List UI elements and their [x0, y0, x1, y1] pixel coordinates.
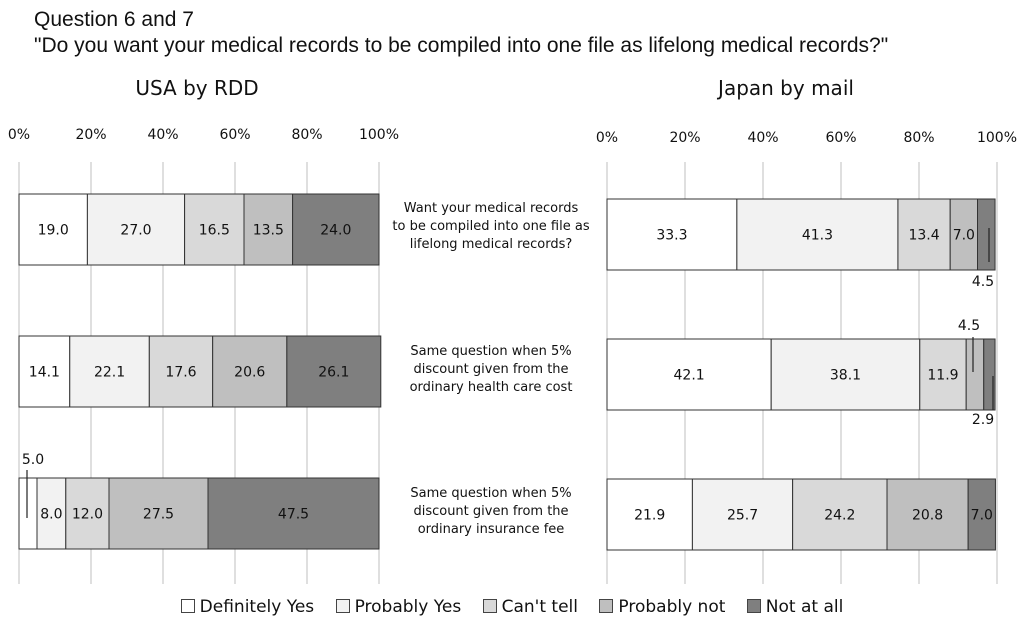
bar-segment	[243, 193, 294, 266]
data-label: 41.3	[802, 228, 833, 244]
bar-segment	[286, 335, 382, 408]
panel-title: USA by RDD	[135, 76, 258, 100]
bar-segment	[977, 198, 996, 271]
legend-label: Definitely Yes	[199, 597, 315, 617]
bar-segment	[983, 338, 996, 411]
bar-segment	[36, 477, 67, 550]
data-label: 24.2	[824, 508, 855, 524]
data-label: 47.5	[278, 507, 309, 523]
data-label: 21.9	[634, 508, 665, 524]
data-label: 16.5	[199, 223, 230, 239]
bar-segment	[212, 335, 288, 408]
legend-label: Not at all	[765, 597, 844, 617]
data-label: 12.0	[72, 507, 103, 523]
bar-segment	[606, 338, 772, 411]
data-label: 27.5	[143, 507, 174, 523]
category-label: Same question when 5%	[410, 486, 571, 501]
bar-segment	[606, 198, 738, 271]
bar-segment	[897, 198, 951, 271]
chart-title-line1: Question 6 and 7	[34, 8, 194, 31]
bar-segment	[967, 478, 996, 551]
data-label: 4.5	[958, 318, 980, 334]
tick-label: 80%	[291, 127, 322, 143]
data-label: 7.0	[953, 228, 975, 244]
data-label: 14.1	[29, 365, 60, 381]
data-label: 33.3	[656, 228, 687, 244]
category-label: lifelong medical records?	[410, 237, 573, 252]
bar-segment	[18, 335, 71, 408]
category-label: to be compiled into one file as	[392, 219, 589, 234]
chart-title-line2: "Do you want your medical records to be …	[34, 34, 889, 57]
bar-segment	[18, 477, 38, 550]
legend-swatch	[482, 599, 497, 613]
tick-label: 0%	[596, 130, 618, 146]
data-label: 25.7	[727, 508, 758, 524]
tick-label: 20%	[669, 130, 700, 146]
legend-item: Can't tell	[482, 597, 578, 617]
data-label: 13.4	[908, 228, 939, 244]
bar-segment	[792, 478, 888, 551]
data-label: 5.0	[22, 452, 44, 468]
data-label: 20.8	[912, 508, 943, 524]
data-label: 8.0	[40, 507, 62, 523]
bar-segment	[965, 338, 985, 411]
legend-item: Definitely Yes	[180, 597, 315, 617]
data-label: 17.6	[165, 365, 196, 381]
legend-item: Probably Yes	[335, 597, 462, 617]
data-label: 7.0	[971, 508, 993, 524]
data-label: 42.1	[674, 368, 705, 384]
bar-segment	[736, 198, 899, 271]
category-label: discount given from the	[413, 504, 568, 519]
legend-swatch	[180, 599, 195, 613]
tick-label: 80%	[903, 130, 934, 146]
bar-segment	[919, 338, 967, 411]
bar-segment	[65, 477, 110, 550]
legend: Definitely Yes Probably Yes Can't tell P…	[0, 597, 1024, 617]
tick-label: 20%	[75, 127, 106, 143]
data-label: 22.1	[94, 365, 125, 381]
data-label: 19.0	[38, 223, 69, 239]
data-label: 24.0	[320, 223, 351, 239]
data-label: 38.1	[830, 368, 861, 384]
bar-segment	[108, 477, 209, 550]
legend-label: Probably not	[618, 597, 726, 617]
category-label: Want your medical records	[404, 201, 579, 216]
legend-label: Can't tell	[501, 597, 578, 617]
tick-label: 60%	[219, 127, 250, 143]
legend-swatch	[335, 599, 350, 613]
legend-label: Probably Yes	[354, 597, 462, 617]
bar-segment	[606, 478, 693, 551]
data-label: 20.6	[234, 365, 265, 381]
bar-segment	[292, 193, 380, 266]
bar-segment	[691, 478, 794, 551]
data-label: 13.5	[253, 223, 284, 239]
bar-segment	[148, 335, 214, 408]
bar-segment	[18, 193, 88, 266]
category-label: Same question when 5%	[410, 344, 571, 359]
tick-label: 60%	[825, 130, 856, 146]
legend-item: Not at all	[746, 597, 844, 617]
tick-label: 40%	[747, 130, 778, 146]
category-label: ordinary insurance fee	[418, 522, 565, 537]
bar-segment	[86, 193, 186, 266]
legend-item: Probably not	[599, 597, 725, 617]
bar-segment	[886, 478, 969, 551]
category-label: discount given from the	[413, 362, 568, 377]
tick-label: 100%	[359, 127, 399, 143]
panel-title: Japan by mail	[716, 76, 854, 100]
data-label: 11.9	[927, 368, 958, 384]
category-label: ordinary health care cost	[410, 380, 573, 395]
bar-segment	[207, 477, 380, 550]
legend-swatch	[746, 599, 761, 613]
data-label: 27.0	[120, 223, 151, 239]
data-label: 2.9	[972, 412, 994, 428]
data-label: 26.1	[318, 365, 349, 381]
legend-swatch	[599, 599, 614, 613]
data-label: 4.5	[972, 274, 994, 290]
tick-label: 40%	[147, 127, 178, 143]
tick-label: 0%	[8, 127, 30, 143]
tick-label: 100%	[977, 130, 1017, 146]
bar-segment	[184, 193, 245, 266]
